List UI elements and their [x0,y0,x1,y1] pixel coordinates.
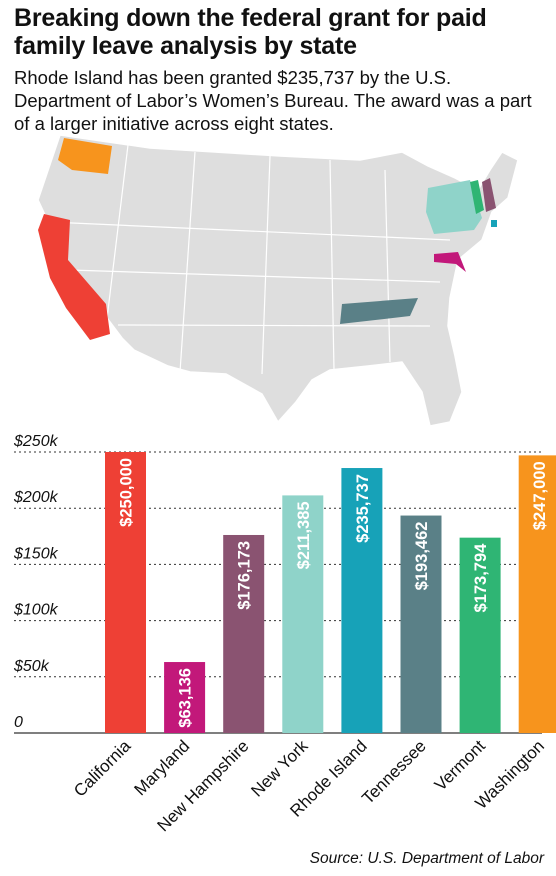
bar-new-york [282,495,324,733]
chart-title: Breaking down the federal grant for paid… [14,4,487,60]
state-maryland [434,252,466,272]
x-tick-label: California [70,736,135,801]
value-label: $250,000 [118,458,136,527]
y-tick-label: $100k [13,602,59,619]
bar-washington [518,455,556,733]
value-label: $247,000 [531,461,549,530]
x-tick-label: Vermont [431,736,489,794]
state-rhode-island [491,220,497,227]
y-tick-label: $250k [13,433,59,450]
bar-tennessee [400,515,442,733]
state-washington [58,138,112,174]
state-california [38,214,110,340]
state-vermont [470,180,484,214]
y-tick-labels: 0 $50k $100k $150k $200k $250k [13,433,59,731]
state-new-hampshire [482,178,496,212]
value-label: $176,173 [236,541,254,610]
us-map [37,134,519,427]
state-tennessee [340,298,418,324]
source-note: Source: U.S. Department of Labor [309,850,544,867]
y-tick-label: $150k [13,545,59,562]
value-label: $173,794 [472,543,490,613]
state-borders [49,144,451,375]
bar-new-hampshire [223,534,265,733]
bar-california [105,452,146,733]
value-label: $193,462 [413,522,431,591]
x-tick-label: Tennessee [358,736,430,808]
value-label: $211,385 [295,501,313,569]
y-tick-label: $50k [13,658,50,675]
x-tick-label: Maryland [131,736,194,799]
y-tick-label: 0 [14,714,23,731]
bar-rhode-island [341,468,383,733]
bar-vermont [459,537,501,733]
state-new-york [426,180,482,234]
bar-maryland [164,662,206,733]
value-label: $63,136 [177,668,195,728]
gridlines [14,451,542,734]
y-tick-label: $200k [13,489,59,506]
bars [105,452,556,733]
value-label: $235,737 [354,474,372,543]
chart-subtitle: Rhode Island has been granted $235,737 b… [14,67,532,134]
value-labels: $250,000 $63,136 $176,173 $211,385 $235,737 $… [118,458,550,728]
bar-chart: 0 $50k $100k $150k $200k $250k $250,000 $63,13… [13,433,556,835]
us-outline [37,134,519,427]
